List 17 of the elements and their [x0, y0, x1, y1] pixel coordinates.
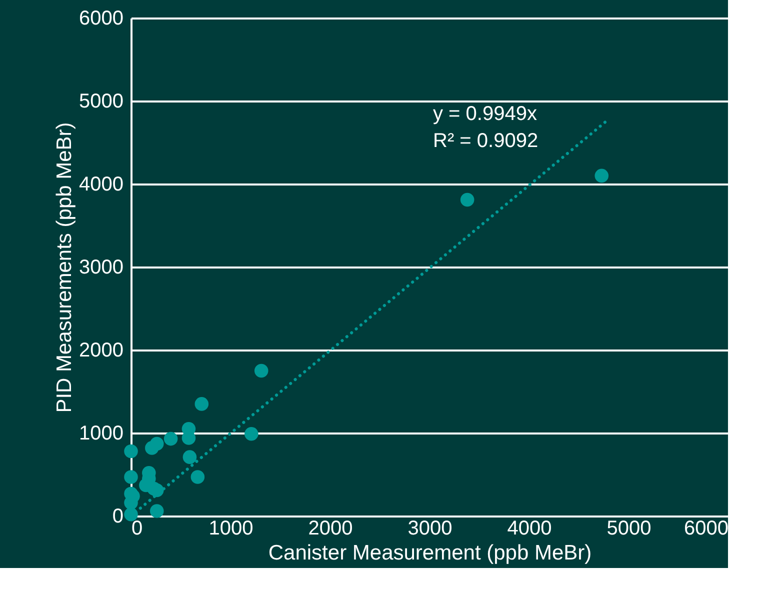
- annotation: y = 0.9949x: [433, 103, 537, 125]
- y-tick-label: 3000: [79, 256, 124, 278]
- x-tick-label: 4000: [507, 518, 552, 540]
- annotation: R² = 0.9092: [433, 130, 538, 152]
- x-tick-label: 0: [132, 518, 143, 540]
- x-tick-label: 2000: [308, 518, 353, 540]
- x-tick-label: 1000: [208, 518, 254, 540]
- y-tick-label: 1000: [79, 422, 124, 444]
- y-tick-label: 2000: [79, 340, 124, 362]
- y-axis-title: PID Measurements (ppb MeBr): [53, 122, 76, 413]
- x-axis-title: Canister Measurement (ppb MeBr): [268, 542, 592, 564]
- y-tick-label: 6000: [79, 8, 124, 30]
- x-tick-label: 6000: [684, 518, 728, 540]
- x-tick-label: 5000: [606, 518, 652, 540]
- y-tick-label: 5000: [79, 90, 124, 112]
- y-tick-label: 4000: [79, 174, 124, 196]
- x-tick-label: 3000: [408, 518, 452, 540]
